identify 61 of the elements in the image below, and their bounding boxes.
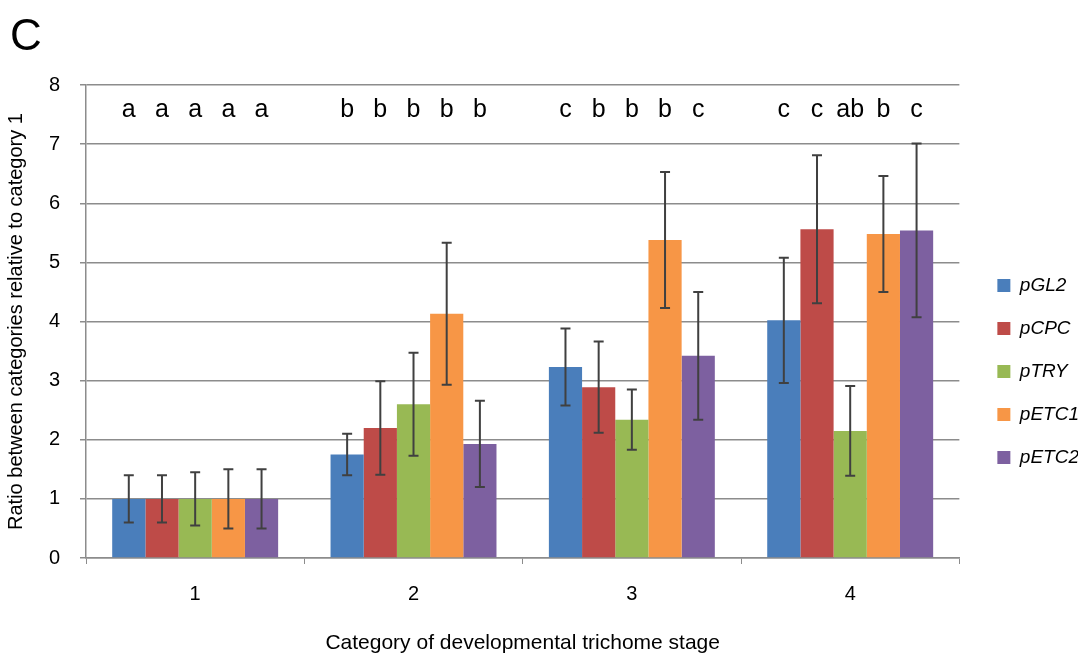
y-tick-label: 2 [48,427,60,450]
bar [767,320,801,558]
x-axis-title: Category of developmental trichome stage [325,630,720,654]
annotation: b [472,93,487,122]
y-tick-label: 7 [48,131,60,154]
annotation: c [691,93,705,122]
y-tick-label: 8 [48,72,60,95]
legend-label: pGL2 [1018,273,1067,295]
annotation: b [658,93,672,122]
annotation: a [121,93,136,122]
annotation: a [221,93,236,122]
bar [396,404,431,558]
annotation: c [777,93,791,122]
bar [211,498,245,558]
y-tick-label: 1 [48,486,60,509]
annotation: b [624,93,639,122]
bar [582,387,616,558]
legend-label: pETC2 [1018,445,1078,467]
chart-title: C [10,10,42,59]
annotation: b [439,93,454,122]
annotation: b [406,93,421,122]
y-tick-label: 4 [48,309,60,332]
annotation: a [254,93,269,122]
bar [866,234,900,558]
bar [112,498,146,558]
bar [800,229,834,558]
bar [363,427,397,558]
bar [681,355,715,558]
annotation: b [876,93,891,122]
y-axis-title: Ratio between categories relative to category 1 [3,113,26,530]
x-tick-label: 4 [844,581,856,604]
legend-label: pETC1 [1018,402,1078,424]
annotation: a [155,93,170,122]
annotation: b [340,93,355,122]
legend-label: pTRY [1018,359,1070,381]
bar [430,313,464,558]
bar [648,239,682,558]
bar [178,498,212,558]
annotation: c [559,93,572,122]
bar [145,498,179,558]
y-tick-label: 0 [48,545,60,568]
bar [244,498,279,558]
annotation: ab [836,93,865,122]
x-tick-label: 3 [626,581,638,604]
bar [330,454,364,558]
bar [833,430,867,558]
x-tick-label: 1 [189,581,201,604]
bar [615,419,649,558]
annotation: c [910,93,923,122]
y-tick-label: 5 [48,249,60,272]
bar [548,367,583,558]
annotation: b [591,93,606,122]
annotation: a [188,93,203,122]
annotation: b [373,93,388,122]
bar [463,443,497,558]
x-tick-label: 2 [407,581,420,604]
annotation: c [810,93,824,122]
bar [899,230,934,558]
legend-label: pCPC [1018,316,1071,338]
y-tick-label: 3 [48,368,60,391]
y-tick-label: 6 [48,190,60,213]
